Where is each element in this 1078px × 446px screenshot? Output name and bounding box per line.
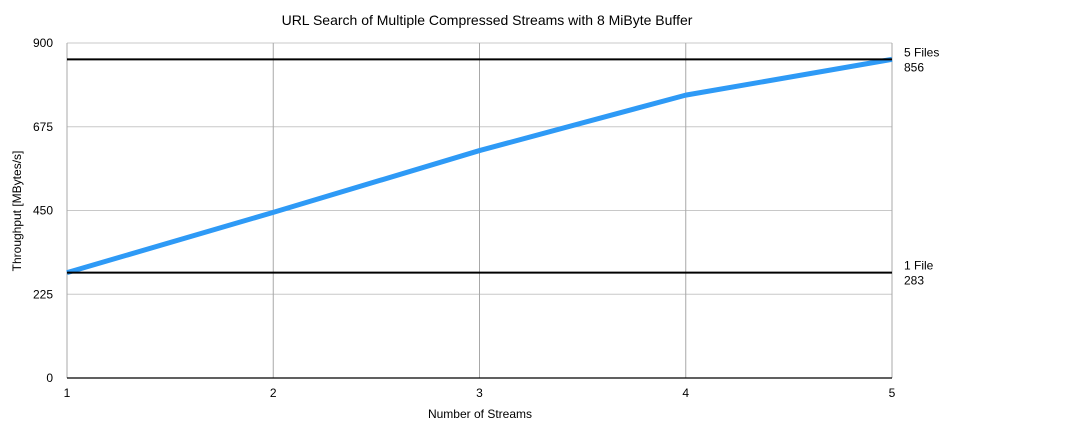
x-tick-label: 4 [682,386,689,400]
chart-title: URL Search of Multiple Compressed Stream… [282,12,693,28]
x-tick-label: 3 [476,386,483,400]
axes: 0 225 450 675 900 1 2 3 4 5 [33,36,896,400]
y-tick-label: 225 [33,287,53,301]
reference-line-value: 856 [904,60,924,74]
grid [66,42,893,378]
reference-line-value: 283 [904,274,924,288]
reference-line-label: 1 File [904,259,934,273]
y-tick-label: 675 [33,120,53,134]
reference-line-label: 5 Files [904,45,939,59]
x-tick-label: 2 [270,386,277,400]
y-axis-label: Throughput [MBytes/s] [10,151,24,272]
x-tick-label: 1 [64,386,71,400]
y-tick-label: 900 [33,36,53,50]
x-axis-label: Number of Streams [428,407,532,421]
y-tick-label: 450 [33,204,53,218]
y-tick-label: 0 [46,371,53,385]
x-tick-label: 5 [889,386,896,400]
